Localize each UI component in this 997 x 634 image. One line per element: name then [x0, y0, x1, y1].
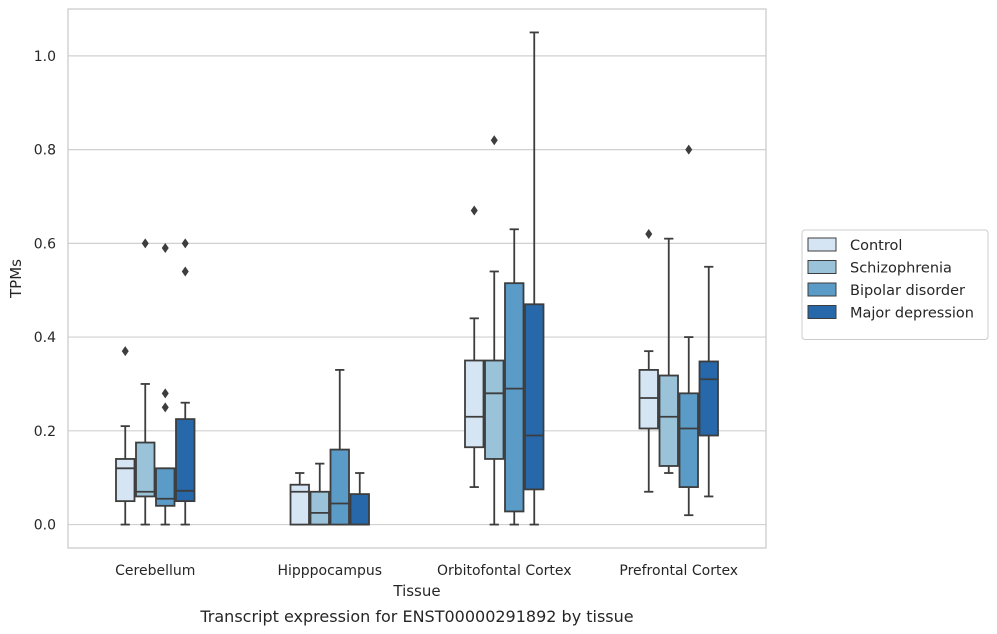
- box-schizophrenia-0: [135, 238, 156, 526]
- outlier-point: [181, 238, 189, 249]
- box-iqr: [309, 490, 330, 526]
- y-tick-label: 0.4: [34, 330, 56, 346]
- outlier-point: [685, 144, 693, 155]
- y-tick-label: 0.8: [34, 143, 56, 159]
- box-iqr: [135, 441, 156, 498]
- box-iqr: [638, 368, 659, 430]
- legend-swatch: [807, 282, 837, 297]
- outlier-point: [161, 388, 169, 399]
- outlier-point: [141, 238, 149, 249]
- outlier-point: [490, 135, 498, 146]
- box-schizophrenia-3: [658, 237, 679, 474]
- legend-swatch: [807, 237, 837, 252]
- box-bipolar-disorder-1: [329, 368, 350, 526]
- x-tick-label: Prefrontal Cortex: [619, 563, 738, 579]
- outlier-point: [161, 243, 169, 254]
- legend-swatch: [807, 305, 837, 319]
- outlier-point: [645, 228, 653, 239]
- legend-label: Control: [850, 238, 902, 254]
- box-groups: [115, 31, 719, 526]
- box-iqr: [289, 483, 310, 526]
- box-schizophrenia-2: [484, 135, 505, 526]
- legend: Control Schizophrenia Bipolar disorder Majo…: [801, 229, 989, 340]
- box-bipolar-disorder-3: [678, 144, 699, 517]
- box-iqr: [115, 458, 136, 503]
- outlier-point: [470, 205, 478, 216]
- box-iqr: [484, 359, 505, 460]
- outlier-point: [161, 402, 169, 413]
- box-iqr: [658, 374, 679, 467]
- legend-label: Bipolar disorder: [850, 283, 965, 299]
- box-iqr: [678, 392, 699, 488]
- x-tick-label: Hipppocampus: [277, 563, 382, 579]
- box-major-depression-1: [349, 472, 370, 526]
- box-bipolar-disorder-0: [155, 243, 176, 526]
- box-iqr: [349, 493, 370, 526]
- box-iqr: [504, 282, 525, 513]
- box-schizophrenia-1: [309, 462, 330, 526]
- box-control-2: [464, 205, 485, 488]
- box-iqr: [698, 360, 719, 437]
- legend-swatch: [807, 260, 837, 274]
- outlier-point: [121, 346, 129, 357]
- box-major-depression-2: [524, 31, 545, 526]
- box-iqr: [175, 418, 196, 503]
- box-control-3: [638, 228, 659, 493]
- plot-frame: [67, 8, 767, 549]
- box-iqr: [524, 303, 545, 491]
- box-major-depression-3: [698, 265, 719, 498]
- x-tick-labels: Cerebellum Hipppocampus Orbitofontal Corte…: [115, 563, 738, 579]
- box-control-0: [115, 346, 136, 526]
- outlier-point: [181, 266, 189, 277]
- legend-label: Schizophrenia: [850, 261, 952, 277]
- x-tick-label: Orbitofontal Cortex: [437, 563, 572, 579]
- figure-caption: Transcript expression for ENST0000029189…: [199, 607, 633, 626]
- y-axis-label: TPMs: [7, 259, 25, 299]
- y-tick-labels: 0.0 0.2 0.4 0.6 0.8 1.0: [34, 49, 56, 534]
- box-bipolar-disorder-2: [504, 228, 525, 526]
- y-tick-label: 0.2: [34, 424, 56, 440]
- x-axis-label: Tissue: [392, 582, 440, 600]
- box-control-1: [289, 472, 310, 526]
- y-tick-label: 1.0: [34, 49, 56, 65]
- legend-label: Major depression: [850, 306, 974, 322]
- box-major-depression-0: [175, 238, 196, 526]
- box-iqr: [464, 359, 485, 449]
- legend-frame: [801, 229, 989, 340]
- box-iqr: [155, 467, 176, 507]
- x-tick-label: Cerebellum: [115, 563, 195, 579]
- y-tick-label: 0.6: [34, 236, 56, 252]
- y-tick-label: 0.0: [34, 518, 56, 534]
- box-iqr: [329, 448, 350, 526]
